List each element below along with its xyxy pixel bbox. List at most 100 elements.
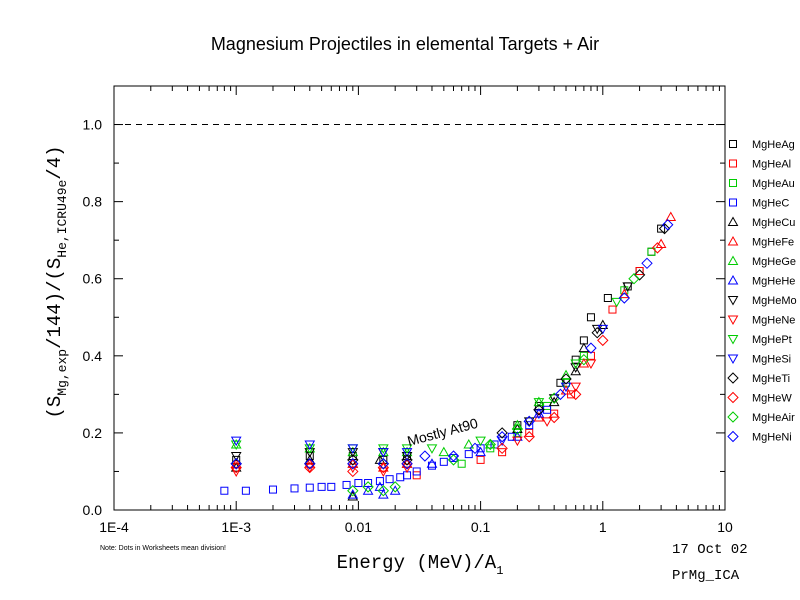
data-point [375, 477, 384, 486]
y-axis-label-part1: (S [44, 396, 66, 419]
annotation-label: Mostly At90 [405, 415, 479, 449]
x-tick-label: 1 [599, 519, 607, 535]
data-point [377, 467, 389, 477]
data-point [377, 458, 390, 470]
series-layer [220, 211, 677, 501]
data-point [560, 384, 572, 395]
data-point [377, 448, 389, 458]
series-MgHeNe [230, 359, 597, 477]
data-point [304, 458, 316, 470]
y-axis-label-sub2: He,ICRU49e [55, 180, 70, 258]
data-point [464, 450, 473, 459]
legend-label: MgHeTi [752, 373, 790, 385]
legend-label: MgHeC [752, 198, 789, 210]
data-point [560, 382, 572, 393]
data-point [597, 319, 609, 329]
legend-label: MgHeSi [752, 354, 791, 366]
data-point [230, 467, 242, 477]
data-point [241, 486, 250, 495]
data-point [304, 454, 316, 464]
data-point [597, 334, 609, 347]
data-point [496, 427, 508, 439]
data-point [554, 388, 567, 401]
data-point [230, 436, 242, 447]
y-axis-label-part2: /144)/(S [44, 258, 66, 349]
data-point [586, 313, 595, 322]
data-point [525, 428, 534, 437]
data-point [635, 267, 644, 276]
data-point [496, 442, 508, 455]
series-MgHeNi [230, 219, 674, 470]
data-point [389, 481, 401, 493]
y-axis-label: (SMg,exp/144)/(SHe,ICRU49e/4) [44, 145, 70, 418]
data-point [651, 242, 664, 254]
data-point [396, 473, 405, 482]
y-tick-label: 0.8 [83, 194, 103, 210]
x-axis-label-sub: 1 [496, 564, 503, 578]
legend-label: MgHeGe [752, 256, 796, 268]
data-point [347, 458, 359, 470]
data-point [377, 489, 389, 499]
series-MgHeTi [230, 222, 671, 470]
legend-marker [727, 315, 739, 326]
data-point [362, 481, 374, 493]
footer-code: PrMg_ICA [672, 568, 740, 584]
data-point [512, 436, 523, 447]
data-point [647, 247, 656, 256]
data-point [290, 484, 299, 493]
data-point [439, 457, 448, 466]
footer-date: 17 Oct 02 [672, 542, 748, 558]
x-tick-label: 10 [717, 519, 733, 535]
x-tick-label: 0.1 [471, 519, 491, 535]
data-point [347, 444, 359, 454]
x-tick-label: 1E-4 [99, 519, 129, 535]
data-point [377, 485, 390, 497]
legend-entry-MgHeAu: MgHeAu [729, 178, 795, 190]
chart-title: Magnesium Projectiles in elemental Targe… [211, 34, 599, 54]
data-point [498, 448, 507, 457]
data-point [533, 404, 545, 416]
data-point [585, 342, 597, 354]
x-tick-label: 1E-3 [221, 519, 251, 535]
data-point [469, 442, 481, 455]
legend-marker [727, 335, 739, 345]
data-point [618, 292, 631, 304]
data-point [401, 463, 413, 474]
data-point [548, 411, 560, 424]
data-point [533, 398, 545, 408]
legend-marker [727, 372, 739, 384]
legend-entry-MgHeC: MgHeC [729, 198, 789, 210]
data-point [304, 463, 316, 474]
legend-entry-MgHeCu: MgHeCu [727, 216, 795, 229]
legend-label: MgHeMo [752, 295, 797, 307]
data-point [512, 431, 523, 441]
legend-marker [727, 255, 739, 265]
legend-marker [727, 354, 739, 365]
data-point [657, 224, 666, 233]
legend-entry-MgHeNi: MgHeNi [727, 430, 792, 444]
annotation-layer: Mostly At90 [405, 415, 479, 449]
legend-marker [727, 274, 739, 285]
data-point [560, 369, 572, 380]
legend: MgHeAg MgHeAl MgHeAu MgHeC MgHeCu MgHeFe MgHeG… [727, 139, 797, 444]
data-point [570, 359, 582, 370]
data-point [438, 446, 450, 457]
data-point [523, 431, 535, 443]
legend-entry-MgHeSi: MgHeSi [727, 354, 791, 366]
legend-label: MgHePt [752, 334, 792, 346]
x-axis-label: Energy (MeV)/A1 [337, 552, 504, 578]
data-point [618, 288, 630, 299]
data-point [597, 324, 609, 335]
data-point [523, 417, 535, 427]
data-point [569, 388, 582, 401]
data-point [476, 455, 485, 464]
plot-frame [113, 85, 726, 511]
legend-entry-MgHeTi: MgHeTi [727, 372, 790, 385]
legend-label: MgHeAir [752, 412, 795, 424]
data-point [342, 480, 351, 489]
data-point [484, 438, 496, 451]
data-point [603, 294, 612, 302]
data-point [347, 448, 359, 458]
y-tick-label: 1.0 [83, 117, 103, 133]
data-point [304, 444, 316, 454]
